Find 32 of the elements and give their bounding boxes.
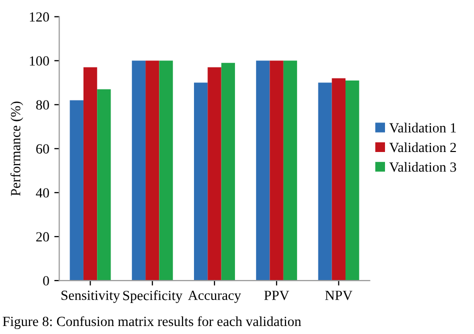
y-axis-title: Performance (%) <box>10 102 24 196</box>
x-tick-label: PPV <box>264 290 290 300</box>
y-tick-label: 40 <box>36 188 49 198</box>
bar <box>256 60 270 281</box>
bar <box>270 60 284 281</box>
bar <box>346 80 360 281</box>
bar <box>97 89 111 281</box>
bar <box>70 100 84 281</box>
bar <box>221 62 235 281</box>
y-tick-label: 120 <box>30 12 49 22</box>
bar <box>208 67 222 281</box>
bar <box>283 60 298 281</box>
y-tick-label: 0 <box>43 276 49 286</box>
bar <box>159 60 173 281</box>
y-tick-label: 80 <box>36 100 49 110</box>
x-tick-label: NPV <box>325 290 352 300</box>
legend-label: Validation 3 <box>389 162 456 172</box>
bar <box>83 67 98 281</box>
y-tick-label: 20 <box>36 232 49 242</box>
x-tick-label: Specificity <box>123 290 182 304</box>
bar <box>132 60 146 281</box>
bar <box>332 78 346 281</box>
x-tick-label: Sensitivity <box>62 290 120 303</box>
y-tick-label: 60 <box>36 144 49 154</box>
legend-label: Validation 2 <box>389 142 456 152</box>
y-tick-label: 100 <box>30 56 49 66</box>
bar <box>194 82 208 281</box>
caption: Figure 8: Confusion matrix results for each validation <box>2 316 302 329</box>
legend-label: Validation 1 <box>389 122 456 133</box>
bar <box>146 60 160 281</box>
bar <box>318 82 332 281</box>
x-tick-label: Accuracy <box>188 290 242 303</box>
